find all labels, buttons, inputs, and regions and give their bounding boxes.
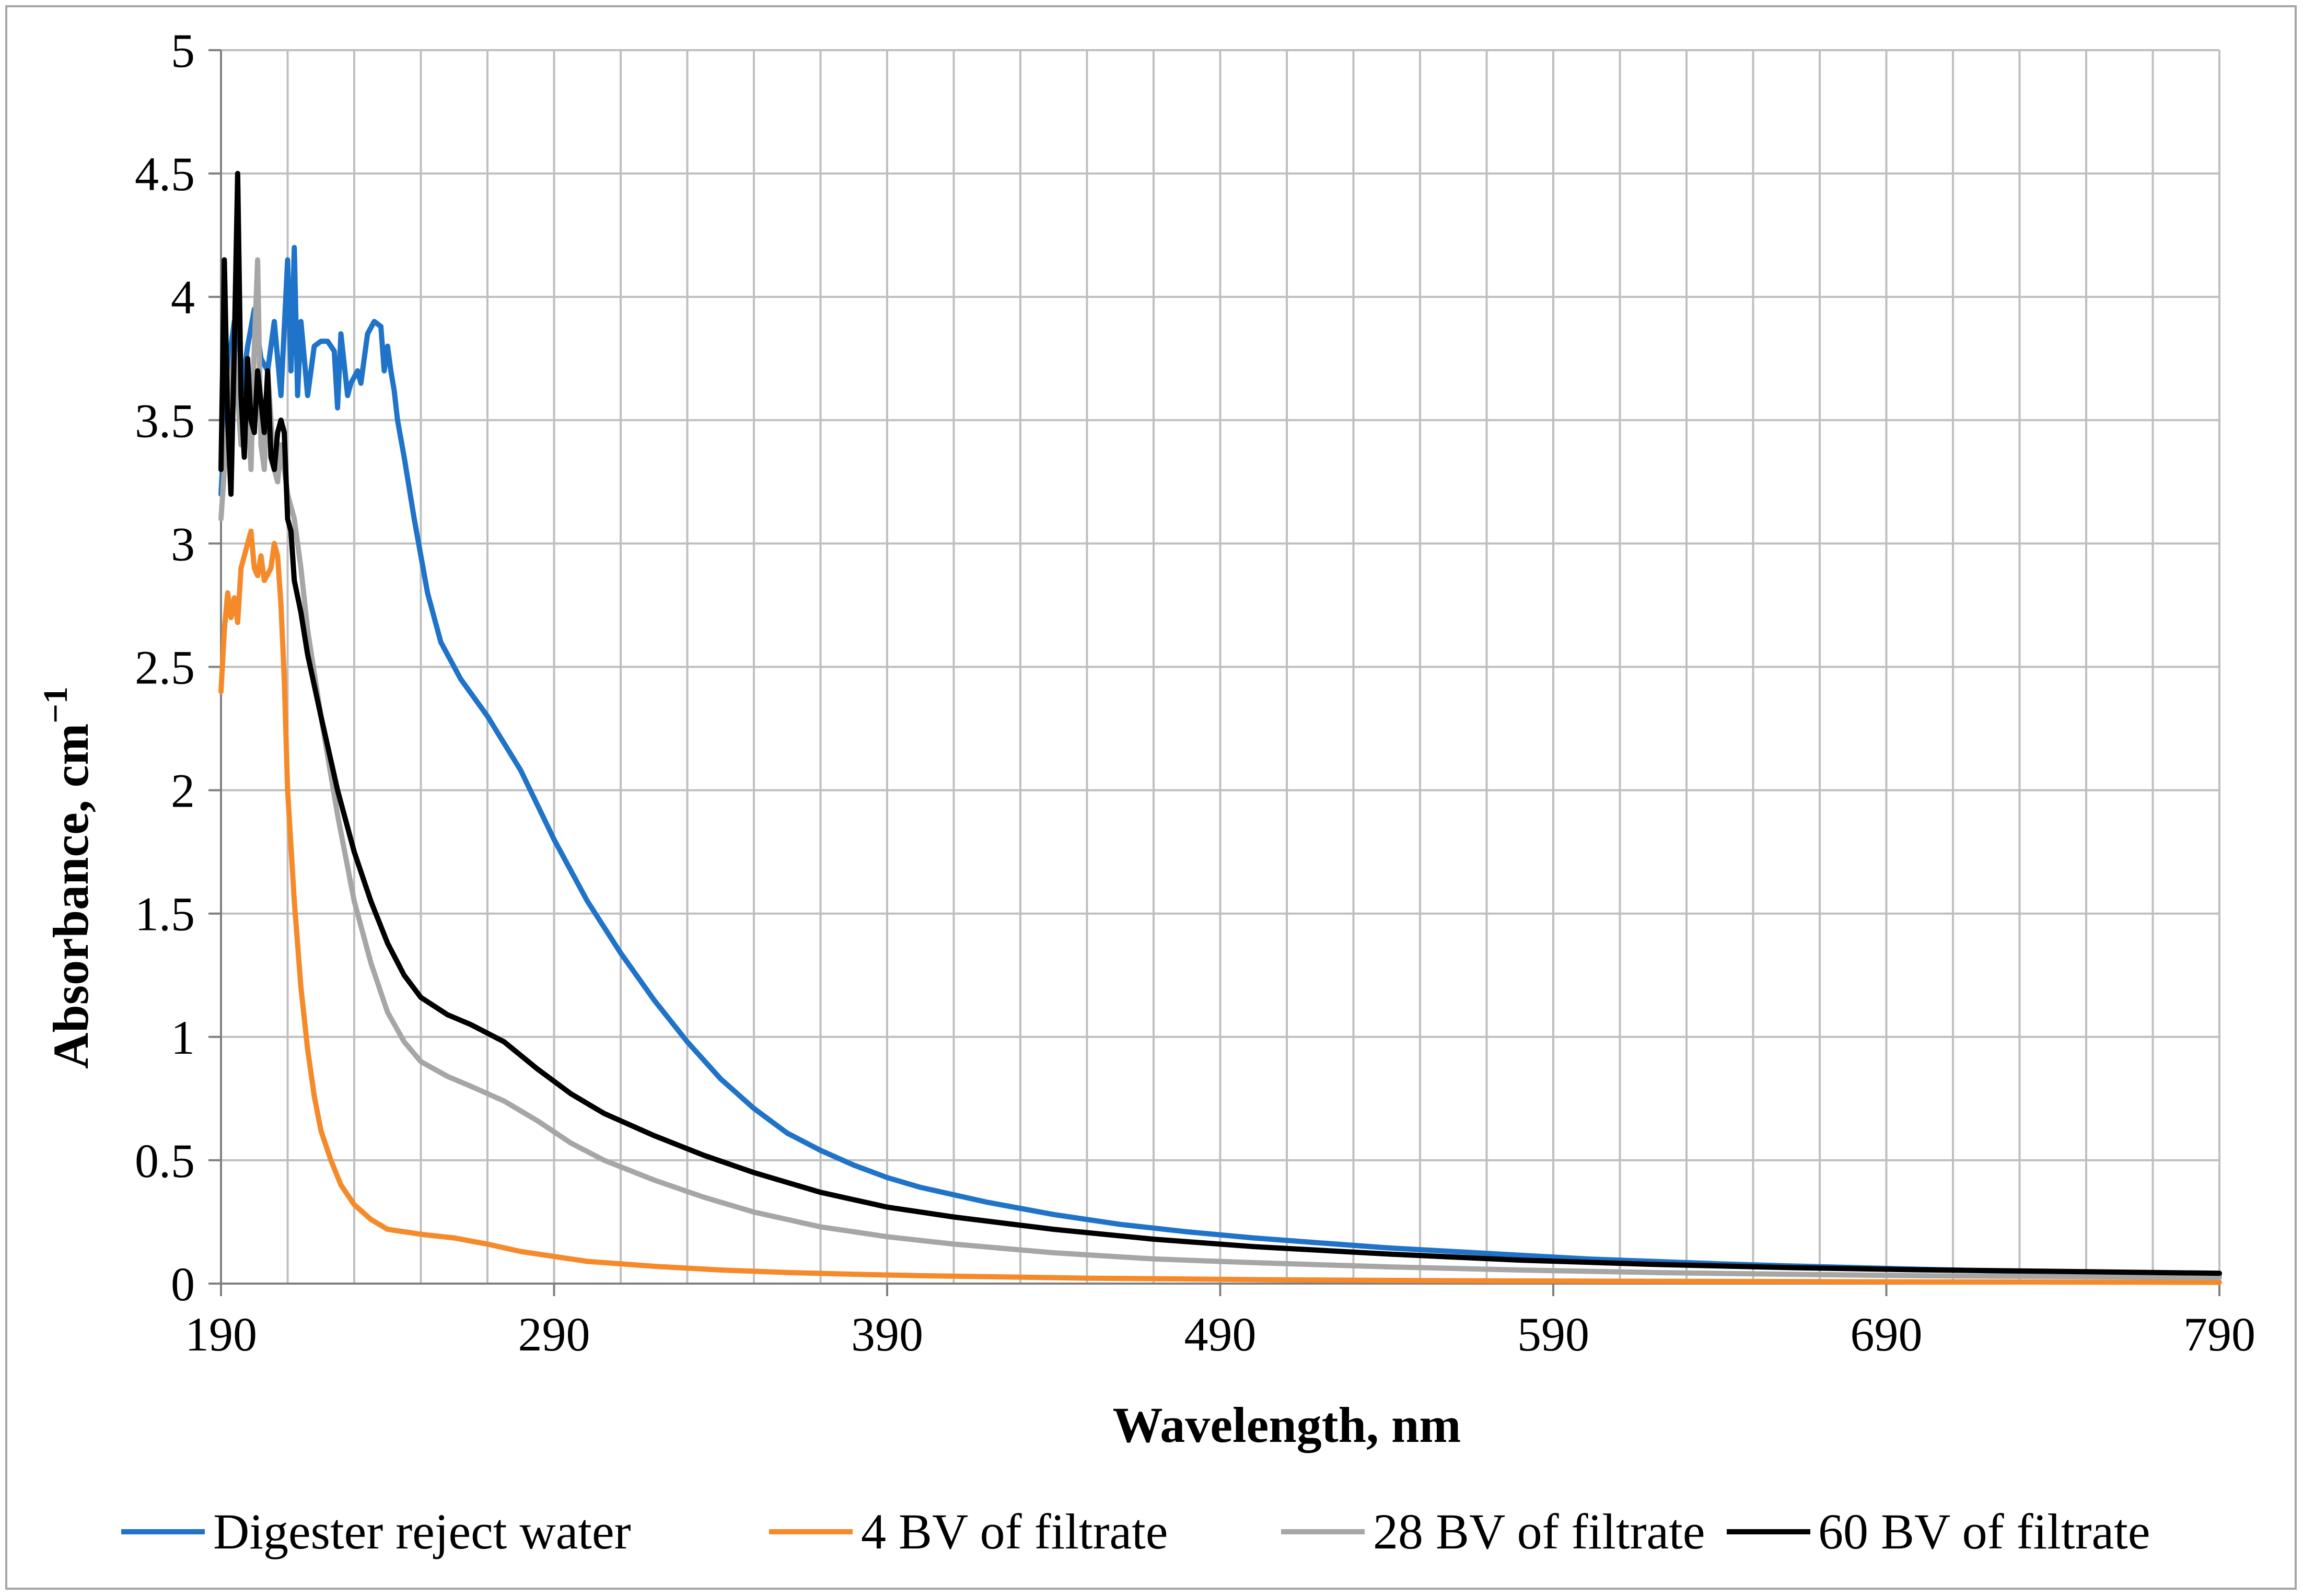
legend-label: Digester reject water [213,1504,631,1559]
legend-label: 4 BV of filtrate [861,1504,1168,1559]
x-tick-label: 690 [1851,1308,1923,1361]
y-tick-label: 1.5 [135,888,195,941]
tick-labels: 190 290 390 490 590 690 790 0 0.5 1 1.5 2 2.5 3 3.5 4 4.… [135,24,2255,1361]
x-tick-label: 790 [2183,1308,2255,1361]
y-tick-label: 5 [171,24,195,77]
y-tick-label: 2.5 [135,641,195,694]
y-tick-label: 0.5 [135,1134,195,1187]
y-tick-label: 2 [171,764,195,818]
y-tick-label: 4 [171,271,195,324]
y-tick-label: 3 [171,517,195,570]
legend-label: 60 BV of filtrate [1818,1504,2150,1559]
legend-label: 28 BV of filtrate [1373,1504,1705,1559]
x-tick-label: 590 [1517,1308,1589,1361]
legend: Digester reject water 4 BV of filtrate 28 … [121,1504,2150,1559]
y-tick-label: 1 [171,1011,195,1064]
x-tick-label: 390 [851,1308,923,1361]
x-tick-label: 490 [1184,1308,1257,1361]
y-tick-label: 4.5 [135,147,195,201]
chart-frame [5,5,2297,1590]
y-axis-title-superscript: −1 [37,686,75,724]
gridlines [220,49,2220,1285]
x-axis-title: Wavelength, nm [1113,1397,1461,1453]
y-axis-title: Absorbance, cm−1 [37,686,99,1069]
y-tick-label: 0 [171,1257,195,1311]
series-lines [218,171,2222,1285]
series-line [218,171,2222,1276]
x-tick-label: 190 [185,1308,257,1361]
series-line [218,528,2222,1285]
x-tick-label: 290 [518,1308,590,1361]
y-axis-title-text: Absorbance, cm [43,724,99,1069]
axes [208,49,2220,1296]
y-tick-label: 3.5 [135,394,195,447]
series-line [218,244,2222,1277]
